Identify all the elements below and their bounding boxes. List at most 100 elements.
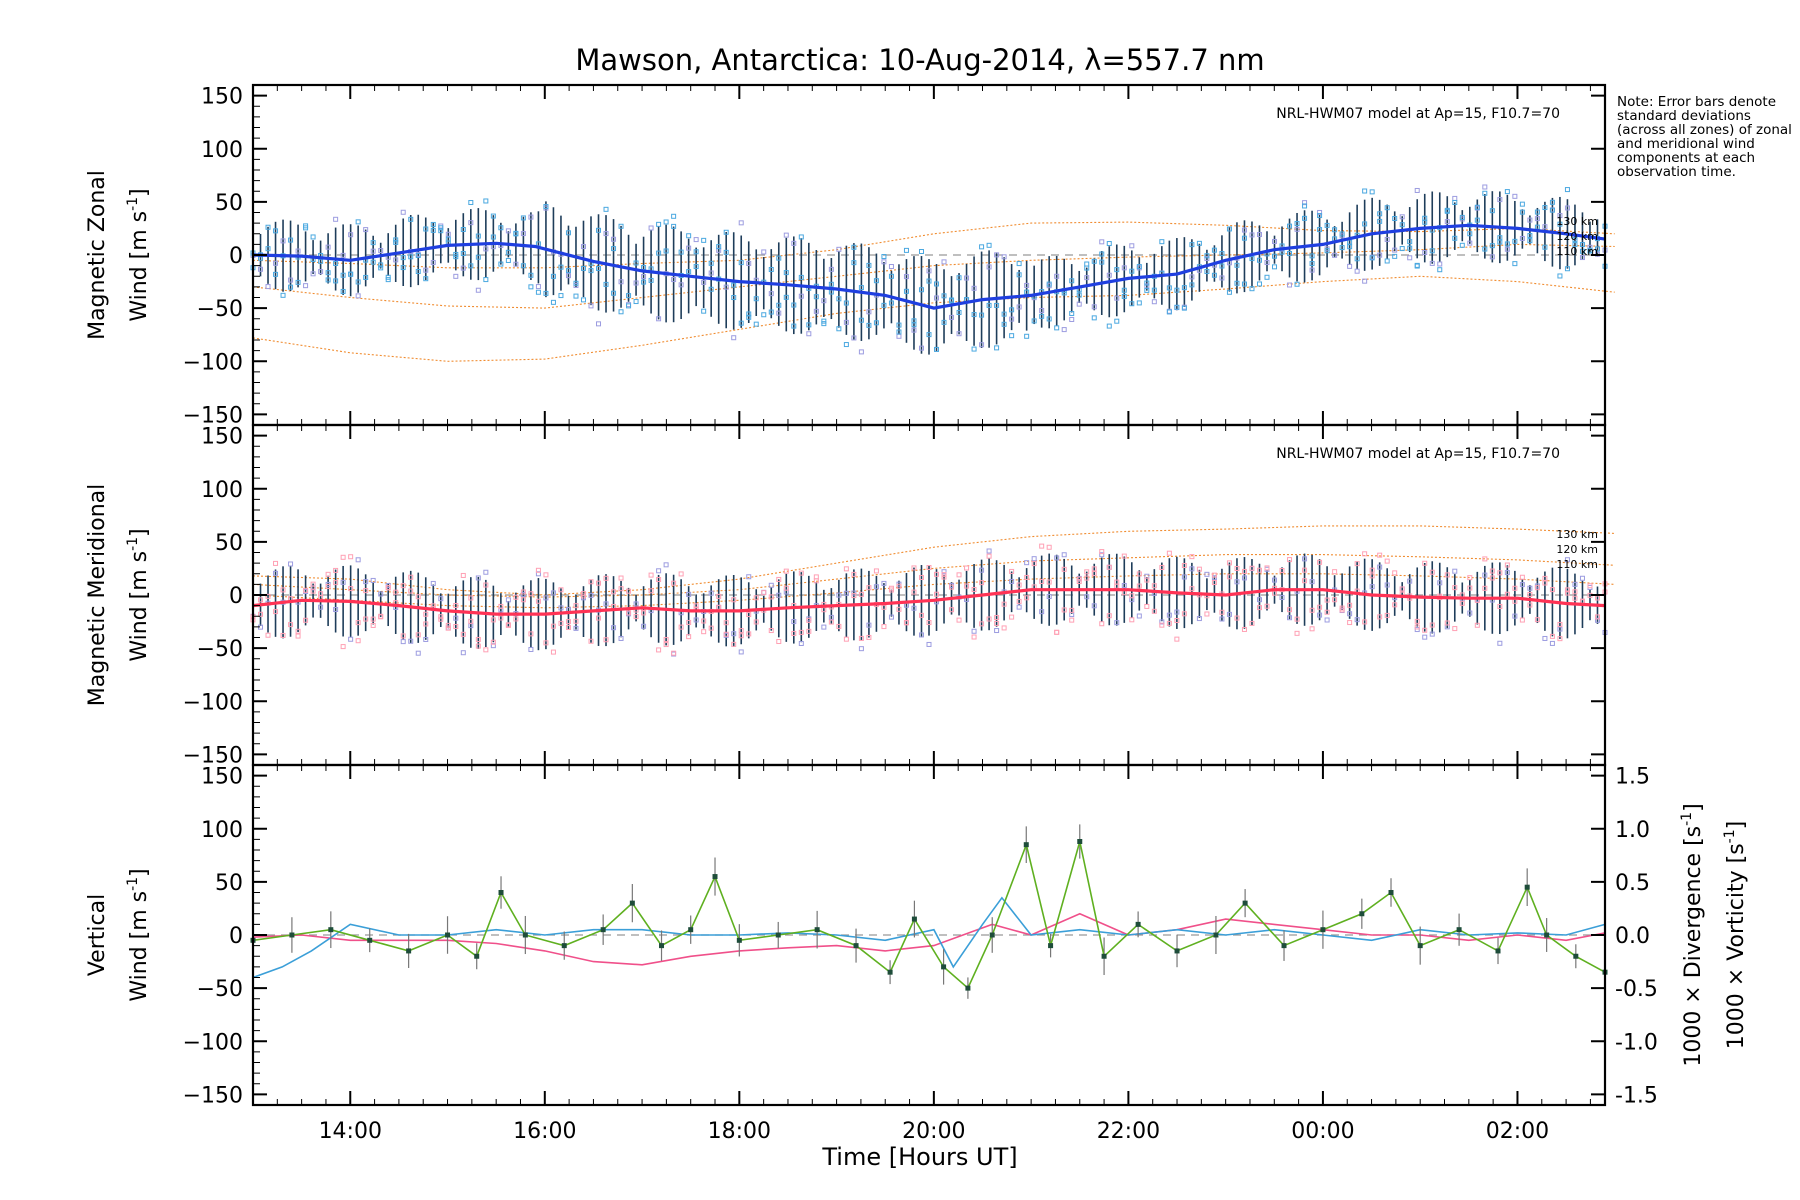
- zone-marker: [1121, 287, 1127, 293]
- zone-marker: [265, 593, 271, 599]
- zone-marker: [543, 640, 549, 646]
- zone-marker: [918, 345, 924, 351]
- zone-marker: [828, 619, 834, 625]
- zone-marker: [1557, 213, 1563, 219]
- zone-marker: [798, 274, 804, 280]
- series-zonal: [252, 223, 1606, 310]
- y-label-line2: Wind [m s-1]: [125, 528, 152, 661]
- zone-marker: [738, 320, 744, 326]
- zone-marker: [1129, 593, 1135, 599]
- zone-marker: [1219, 275, 1225, 281]
- zone-marker: [265, 632, 271, 638]
- zone-marker: [1564, 266, 1570, 272]
- zone-marker: [1572, 242, 1578, 248]
- zone-marker: [1294, 226, 1300, 232]
- zone-marker: [1054, 629, 1060, 635]
- zone-marker: [1542, 244, 1548, 250]
- zone-marker: [723, 229, 729, 235]
- data-point: [406, 948, 412, 954]
- zone-marker: [280, 238, 286, 244]
- zone-marker: [1324, 609, 1330, 615]
- zone-marker: [671, 580, 677, 586]
- zone-marker: [303, 283, 309, 289]
- zone-marker: [460, 631, 466, 637]
- zone-marker: [1317, 209, 1323, 215]
- zone-marker: [1519, 582, 1525, 588]
- zone-marker: [528, 591, 534, 597]
- zone-marker: [1226, 560, 1232, 566]
- zone-marker: [971, 312, 977, 318]
- zone-marker: [1287, 607, 1293, 613]
- zone-marker: [1279, 567, 1285, 573]
- zone-marker: [701, 629, 707, 635]
- zone-marker: [1384, 236, 1390, 242]
- zone-marker: [1204, 571, 1210, 577]
- zone-marker: [648, 588, 654, 594]
- zone-marker: [798, 640, 804, 646]
- zone-marker: [475, 643, 481, 649]
- zone-marker: [1106, 613, 1112, 619]
- zone-marker: [986, 264, 992, 270]
- zone-marker: [543, 204, 549, 210]
- zone-marker: [273, 228, 279, 234]
- zone-marker: [370, 259, 376, 265]
- zone-marker: [596, 227, 602, 233]
- zone-marker: [881, 624, 887, 630]
- zone-marker: [851, 571, 857, 577]
- zone-marker: [1384, 205, 1390, 211]
- zone-marker: [1241, 227, 1247, 233]
- data-point: [688, 927, 694, 933]
- zone-marker: [378, 614, 384, 620]
- zone-marker: [1414, 618, 1420, 624]
- zone-marker: [1009, 578, 1015, 584]
- zone-marker: [1024, 560, 1030, 566]
- right-tick-label: 1.0: [1615, 818, 1650, 843]
- zone-marker: [761, 590, 767, 596]
- zone-marker: [265, 224, 271, 230]
- zone-marker: [1594, 614, 1600, 620]
- zone-marker: [1196, 240, 1202, 246]
- y-tick-label: 100: [201, 478, 243, 503]
- zone-marker: [1114, 267, 1120, 273]
- zone-marker: [1399, 586, 1405, 592]
- zone-marker: [370, 622, 376, 628]
- zone-marker: [1399, 246, 1405, 252]
- zone-marker: [1504, 570, 1510, 576]
- zone-marker: [1114, 318, 1120, 324]
- zone-marker: [1204, 253, 1210, 259]
- zone-marker: [445, 622, 451, 628]
- chart-title: Mawson, Antarctica: 10-Aug-2014, λ=557.7…: [575, 43, 1264, 77]
- zone-marker: [1564, 187, 1570, 193]
- y-tick-label: 150: [201, 425, 243, 450]
- zone-marker: [1294, 616, 1300, 622]
- zone-marker: [288, 622, 294, 628]
- zone-marker: [1377, 552, 1383, 558]
- zone-marker: [866, 585, 872, 591]
- zone-marker: [926, 565, 932, 571]
- zone-marker: [956, 331, 962, 337]
- zone-marker: [505, 597, 511, 603]
- zone-marker: [911, 565, 917, 571]
- x-tick-label: 22:00: [1097, 1119, 1160, 1144]
- data-point: [989, 932, 995, 938]
- data-point: [1023, 842, 1029, 848]
- zone-marker: [505, 257, 511, 263]
- zone-marker: [843, 342, 849, 348]
- data-point: [911, 916, 917, 922]
- zone-marker: [550, 623, 556, 629]
- zone-marker: [520, 589, 526, 595]
- zone-marker: [783, 270, 789, 276]
- zone-marker: [1234, 615, 1240, 621]
- zone-marker: [1249, 620, 1255, 626]
- zone-marker: [641, 274, 647, 280]
- zone-marker: [565, 268, 571, 274]
- zone-marker: [1166, 620, 1172, 626]
- zone-marker: [1151, 583, 1157, 589]
- zone-marker: [618, 223, 624, 229]
- zone-marker: [1572, 595, 1578, 601]
- zone-marker: [1467, 231, 1473, 237]
- zone-marker: [333, 260, 339, 266]
- zone-marker: [1377, 564, 1383, 570]
- zone-marker: [971, 346, 977, 352]
- zone-marker: [843, 319, 849, 325]
